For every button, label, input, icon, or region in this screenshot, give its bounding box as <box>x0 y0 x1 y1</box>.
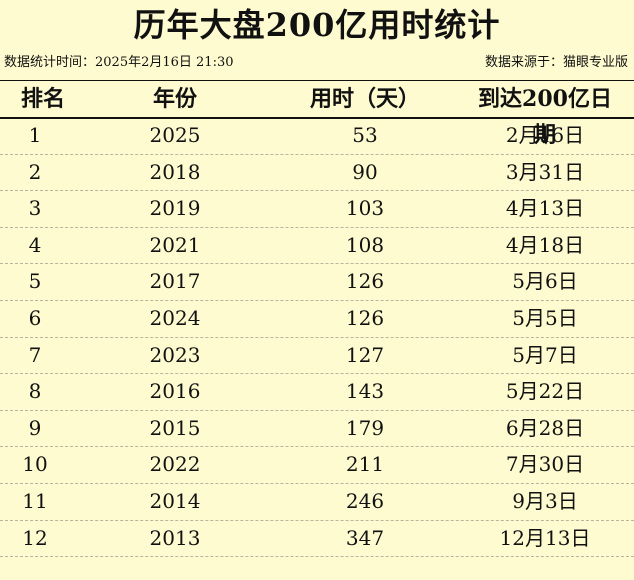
stat-time: 数据统计时间：2025年2月16日 21:30 <box>4 55 234 70</box>
cell-days: 127 <box>345 342 385 367</box>
table-row: 4 2021 108 4月18日 <box>0 228 634 265</box>
cell-rank: 8 <box>28 379 42 404</box>
cell-days: 103 <box>345 196 385 221</box>
cell-rank: 11 <box>22 488 48 513</box>
cell-rank: 9 <box>28 415 42 440</box>
cell-date: 7月30日 <box>505 452 585 477</box>
cell-year: 2025 <box>149 123 201 147</box>
cell-days: 143 <box>345 379 385 404</box>
cell-rank: 6 <box>28 305 42 330</box>
cell-year: 2015 <box>149 415 201 440</box>
table-row: 3 2019 103 4月13日 <box>0 191 634 228</box>
table-row: 12 2013 347 12月13日 <box>0 521 634 558</box>
table-body: 1 2025 53 2月16日 2 2018 90 3月31日 3 2019 1… <box>0 118 634 558</box>
cell-date: 5月7日 <box>512 342 578 367</box>
cell-year: 2023 <box>149 342 201 367</box>
cell-rank: 1 <box>28 123 42 147</box>
cell-date: 12月13日 <box>499 525 591 550</box>
cell-rank: 3 <box>28 196 42 221</box>
table-row: 10 2022 211 7月30日 <box>0 447 634 484</box>
cell-date: 4月18日 <box>505 232 585 257</box>
cell-year: 2024 <box>149 305 201 330</box>
table-row: 6 2024 126 5月5日 <box>0 301 634 338</box>
meta-bar: 数据统计时间：2025年2月16日 21:30 数据来源于：猫眼专业版 <box>0 52 634 74</box>
cell-days: 126 <box>345 269 385 294</box>
cell-days: 90 <box>352 159 378 184</box>
cell-date: 5月5日 <box>512 305 578 330</box>
header-days: 用时（天） <box>309 86 420 112</box>
cell-year: 2013 <box>149 525 201 550</box>
cell-year: 2016 <box>149 379 201 404</box>
table-row: 5 2017 126 5月6日 <box>0 264 634 301</box>
cell-rank: 12 <box>22 525 48 550</box>
cell-days: 53 <box>352 123 378 147</box>
cell-year: 2017 <box>149 269 201 294</box>
cell-rank: 7 <box>28 342 42 367</box>
table-row: 9 2015 179 6月28日 <box>0 411 634 448</box>
cell-date: 5月6日 <box>512 269 578 294</box>
cell-date: 9月3日 <box>512 488 578 513</box>
cell-days: 126 <box>345 305 385 330</box>
cell-rank: 2 <box>28 159 42 184</box>
table-row: 7 2023 127 5月7日 <box>0 338 634 375</box>
cell-year: 2019 <box>149 196 201 221</box>
cell-days: 246 <box>345 488 385 513</box>
cell-date: 5月22日 <box>505 379 585 404</box>
cell-days: 108 <box>345 232 385 257</box>
cell-days: 179 <box>345 415 385 440</box>
data-source: 数据来源于：猫眼专业版 <box>484 55 628 70</box>
cell-days: 347 <box>345 525 385 550</box>
cell-year: 2021 <box>149 232 201 257</box>
cell-year: 2014 <box>149 488 201 513</box>
cell-year: 2018 <box>149 159 201 184</box>
header-year: 年份 <box>152 86 197 112</box>
page-title: 历年大盘200亿用时统计 <box>133 6 501 44</box>
cell-rank: 5 <box>28 269 42 294</box>
table-row: 8 2016 143 5月22日 <box>0 374 634 411</box>
header-rank: 排名 <box>20 86 65 112</box>
header-date: 到达200亿日期 <box>478 86 612 148</box>
cell-date: 4月13日 <box>505 196 585 221</box>
table-header: 排名 年份 用时（天） 到达200亿日期 <box>0 80 634 148</box>
cell-rank: 10 <box>22 452 48 477</box>
cell-rank: 4 <box>28 232 42 257</box>
table-row: 2 2018 90 3月31日 <box>0 155 634 192</box>
table-row: 11 2014 246 9月3日 <box>0 484 634 521</box>
cell-year: 2022 <box>149 452 201 477</box>
cell-days: 211 <box>345 452 385 477</box>
cell-date: 3月31日 <box>505 159 585 184</box>
cell-date: 6月28日 <box>505 415 585 440</box>
cell-date: 2月16日 <box>505 123 585 147</box>
table-row: 1 2025 53 2月16日 <box>0 118 634 155</box>
